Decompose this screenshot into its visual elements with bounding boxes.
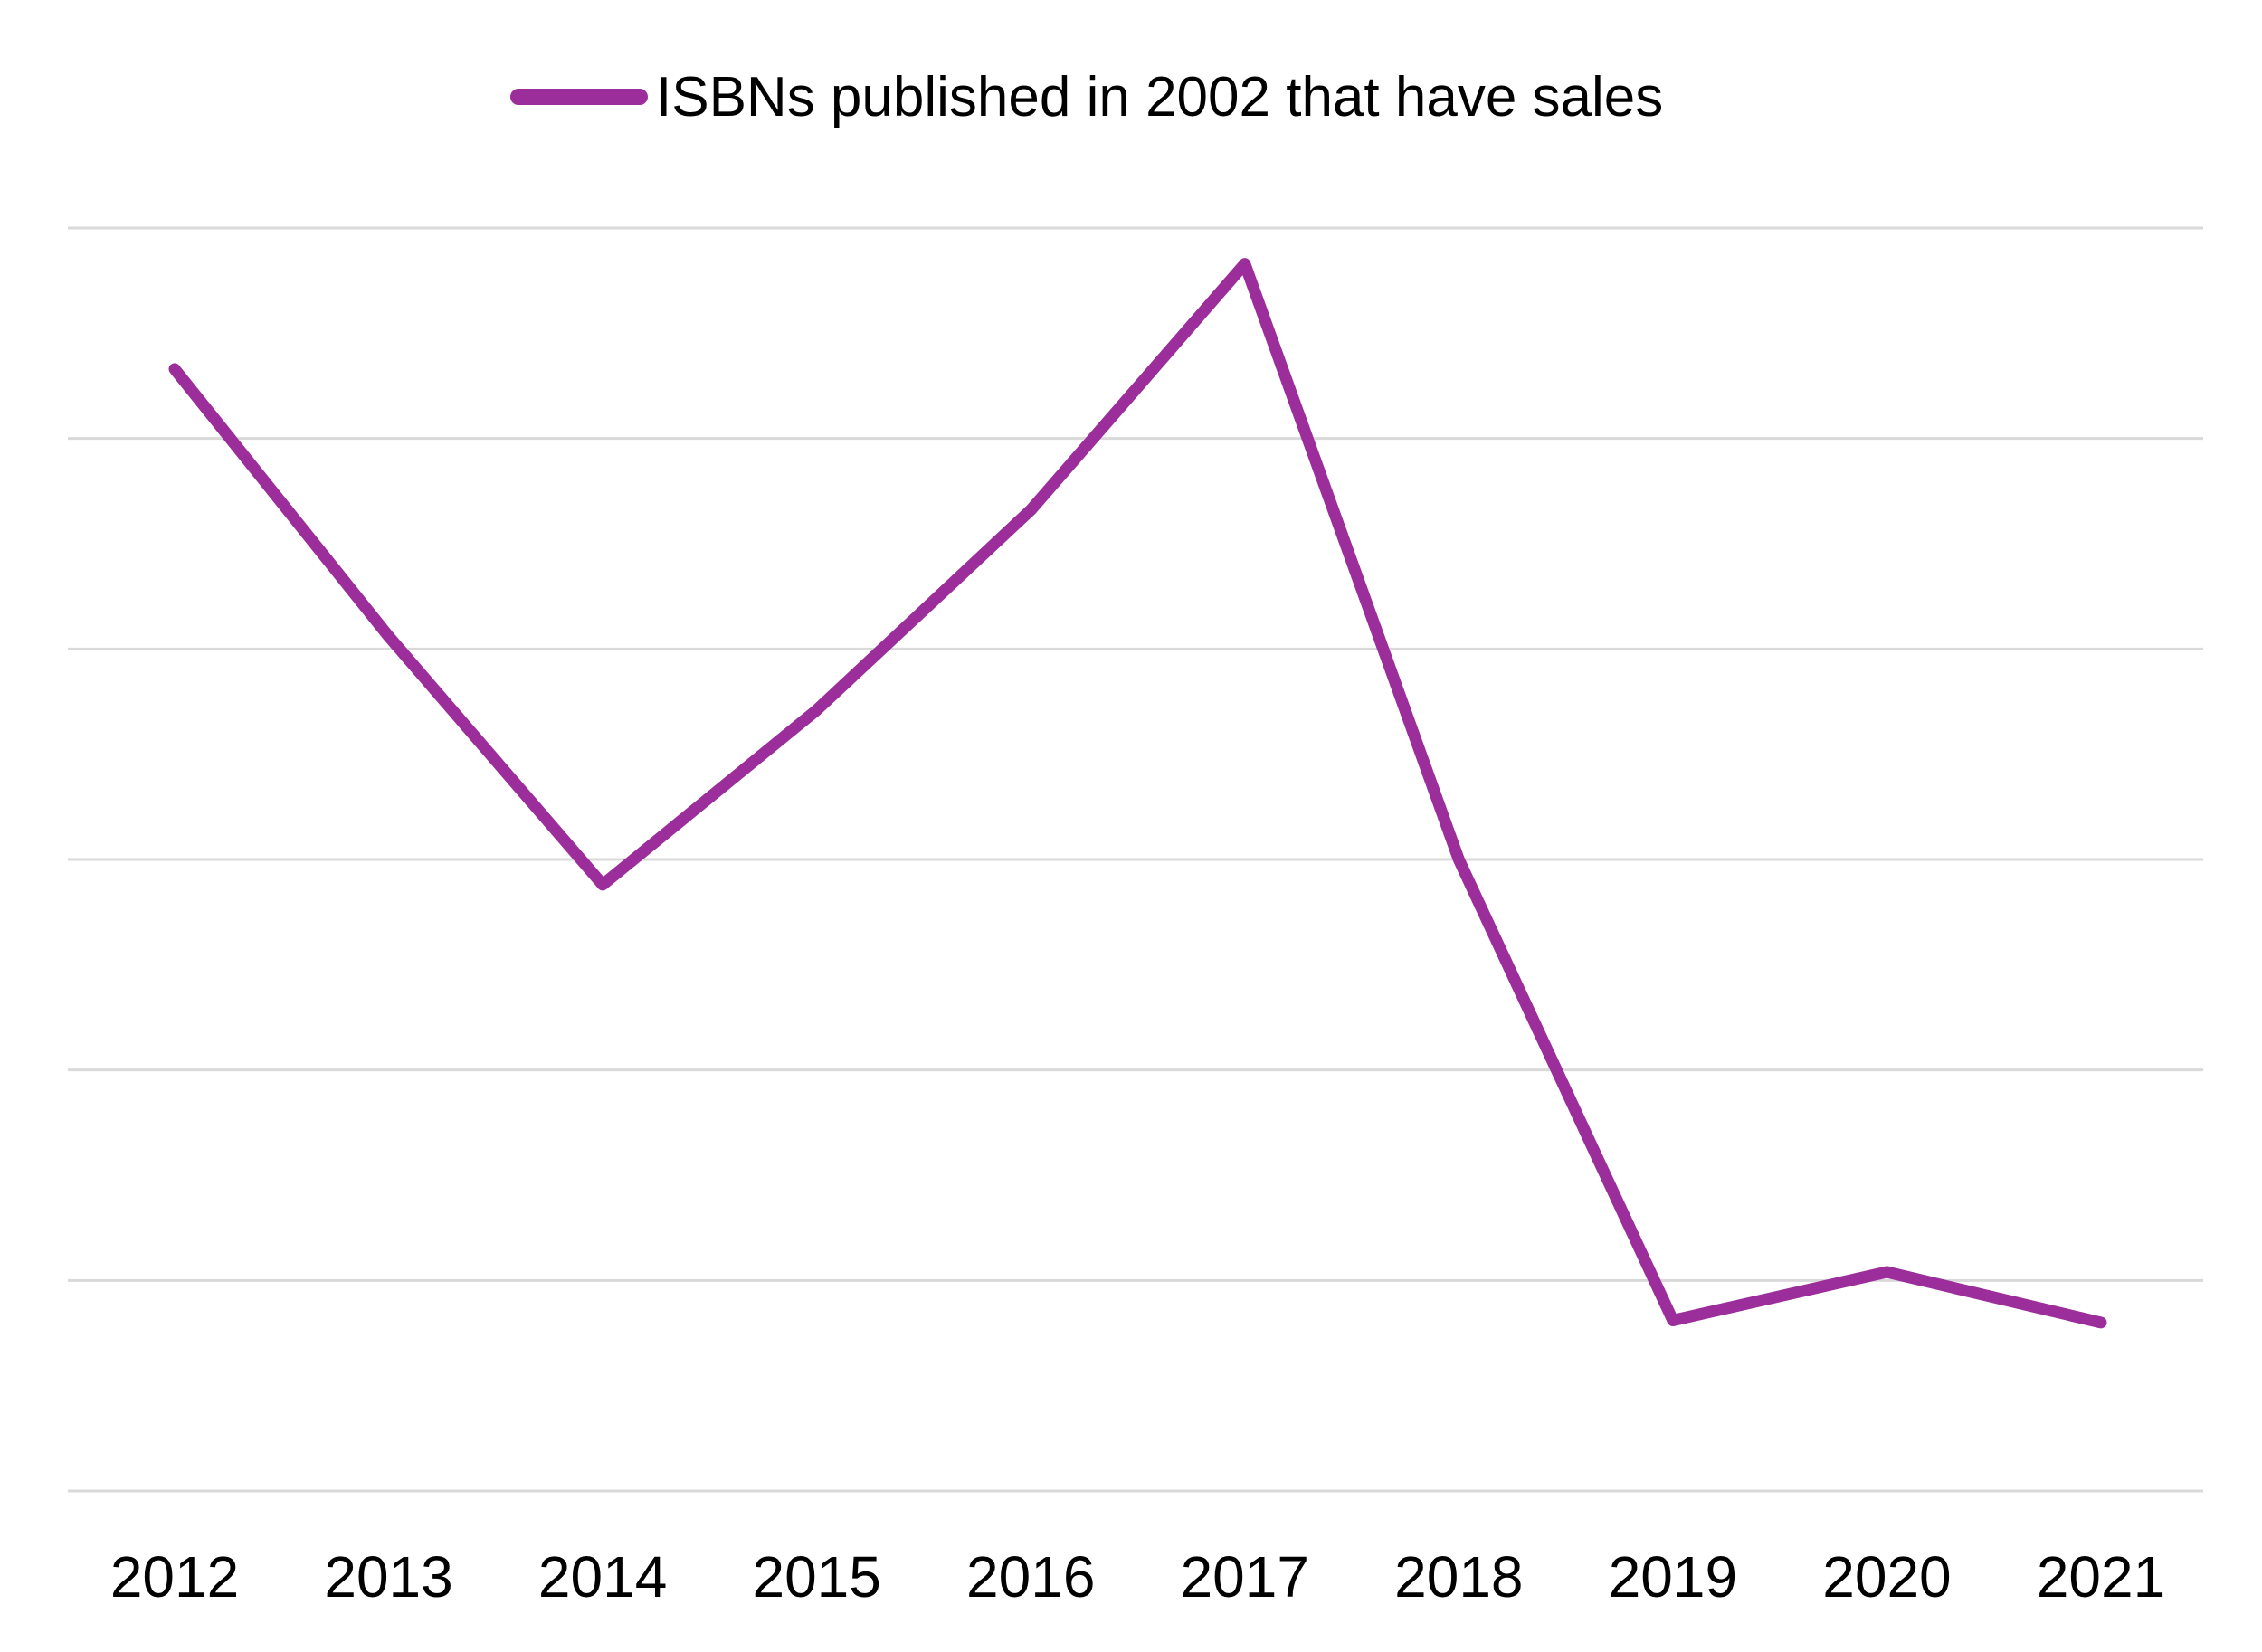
data-point-2013 [383,631,394,642]
data-point-2012 [169,363,180,375]
x-tick-label: 2014 [538,1544,667,1609]
legend-label: ISBNs published in 2002 that have sales [656,66,1663,128]
gridlines [68,226,2203,1493]
data-point-2020 [1881,1267,1893,1278]
x-tick-label: 2016 [966,1544,1095,1609]
series-layer [168,258,2107,1329]
x-tick-label: 2019 [1609,1544,1737,1609]
series-line [168,258,2107,1329]
x-axis-tick-labels: 2012 2013 2014 2015 2016 2017 2018 2019 2020 2021 [110,1544,2165,1609]
x-tick-label: 2013 [324,1544,452,1609]
x-tick-label: 2021 [2037,1544,2165,1609]
data-point-2015 [811,704,822,716]
x-tick-label: 2018 [1394,1544,1523,1609]
legend: ISBNs published in 2002 that have sales [510,66,1663,128]
x-tick-label: 2012 [110,1544,239,1609]
x-tick-label: 2017 [1181,1544,1309,1609]
data-point-2019 [1667,1315,1678,1326]
data-point-2017 [1239,258,1250,270]
data-point-2021 [2096,1316,2106,1328]
data-point-2018 [1453,854,1465,865]
data-point-2014 [597,878,609,890]
x-tick-label: 2015 [752,1544,880,1609]
x-tick-label: 2020 [1822,1544,1951,1609]
data-point-2016 [1025,504,1037,516]
